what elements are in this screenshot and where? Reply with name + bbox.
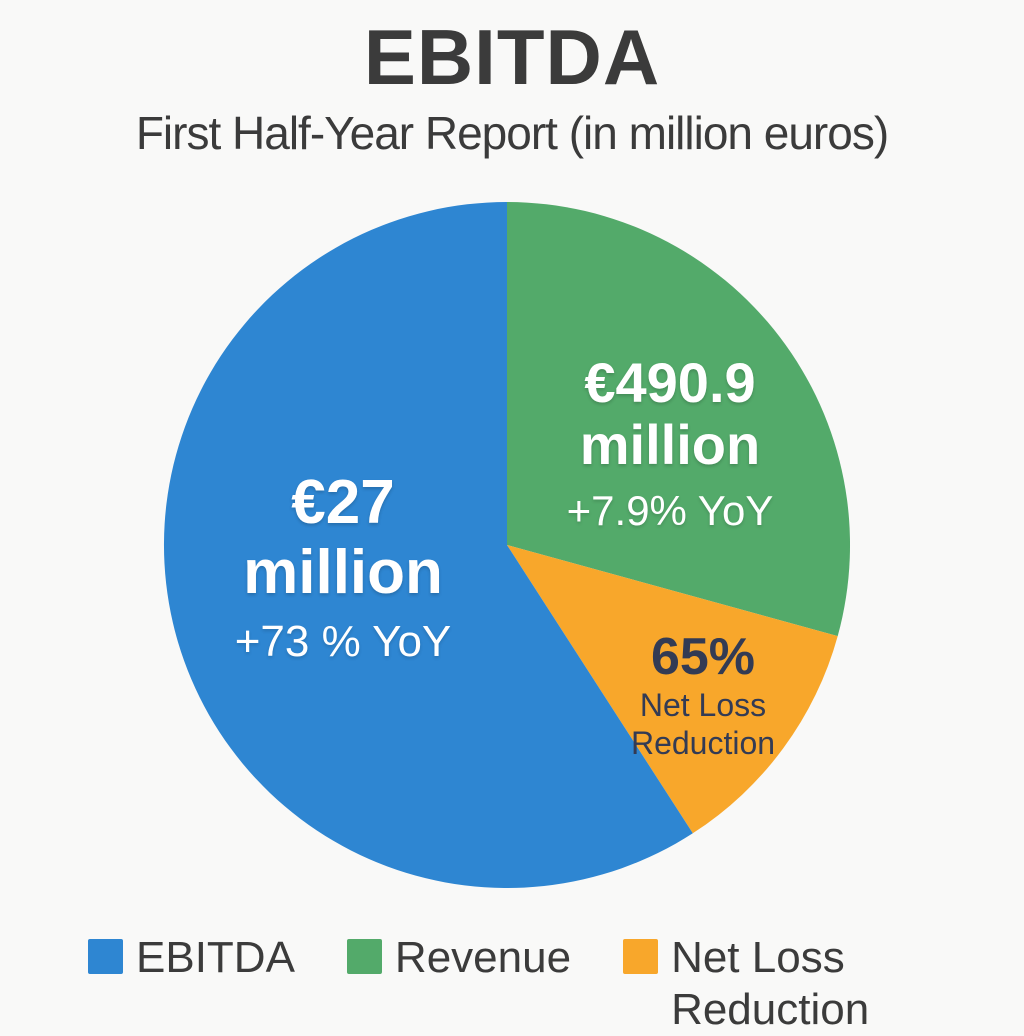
legend-item-net-loss: Net Loss Reduction <box>623 932 921 1036</box>
chart-legend: EBITDA Revenue Net Loss Reduction <box>88 932 921 1036</box>
header: EBITDA First Half-Year Report (in millio… <box>0 14 1024 160</box>
pie-slice-net-loss-reduction <box>507 545 838 834</box>
revenue-color-swatch <box>346 939 382 974</box>
pie-slice-ebitda <box>163 202 693 888</box>
ebitda-color-swatch <box>88 939 123 974</box>
pie-slice-revenue <box>507 202 851 637</box>
net-loss-color-swatch <box>623 939 659 974</box>
legend-label-net-loss: Net Loss Reduction <box>671 933 870 1034</box>
legend-item-ebitda: EBITDA <box>88 932 295 984</box>
legend-label-ebitda: EBITDA <box>136 933 295 982</box>
legend-item-revenue: Revenue <box>346 932 572 984</box>
page-title: EBITDA <box>363 13 661 101</box>
page-subtitle: First Half-Year Report (in million euros… <box>135 107 889 159</box>
legend-label-revenue: Revenue <box>394 933 572 982</box>
